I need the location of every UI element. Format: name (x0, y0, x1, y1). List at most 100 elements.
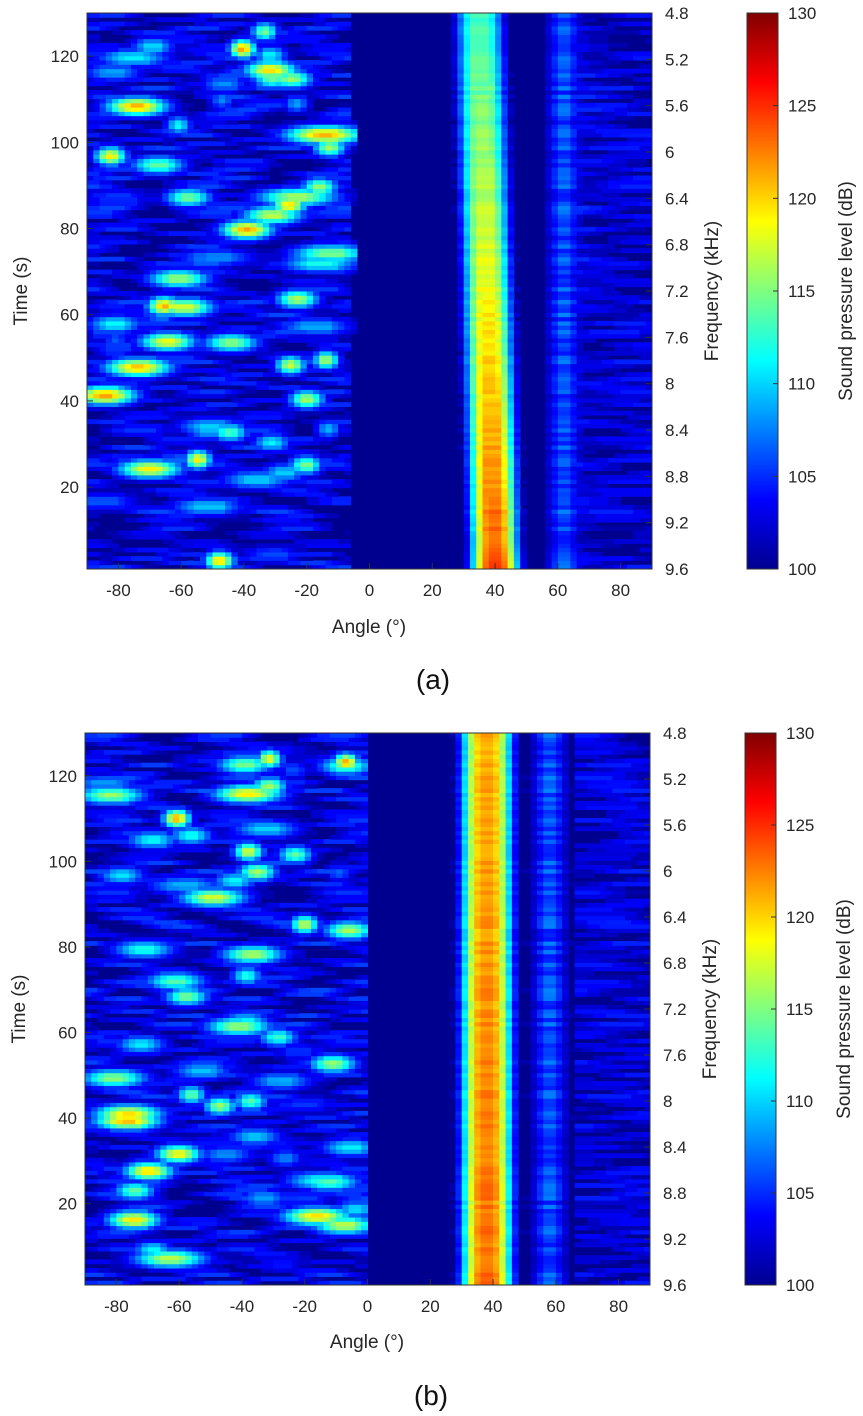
heatmap-cell (631, 1263, 651, 1269)
heatmap-cell (469, 158, 477, 164)
heatmap-cell (262, 128, 270, 134)
heatmap-cell (545, 17, 553, 23)
heatmap-cell (551, 235, 559, 241)
heatmap-cell (287, 171, 295, 177)
heatmap-cell (237, 333, 245, 339)
heatmap-cell (294, 291, 301, 296)
heatmap-cell (319, 449, 333, 455)
heatmap-cell (338, 171, 345, 177)
heatmap-cell (137, 500, 151, 506)
heatmap-cell (557, 346, 571, 352)
heatmap-cell (110, 1229, 136, 1235)
heatmap-cell (300, 124, 308, 129)
heatmap-cell (275, 295, 283, 301)
heatmap-cell (601, 286, 615, 292)
heatmap-cell (499, 1276, 507, 1282)
heatmap-cell (338, 265, 345, 271)
heatmap-cell (243, 145, 251, 151)
heatmap-cell (218, 303, 245, 309)
heatmap-cell (193, 222, 207, 228)
heatmap-cell (545, 338, 553, 343)
heatmap-cell (87, 380, 101, 386)
heatmap-cell (105, 543, 119, 549)
heatmap-cell (156, 261, 195, 266)
heatmap-cell (451, 51, 458, 57)
heatmap-cell (461, 1242, 469, 1248)
heatmap-cell (576, 38, 590, 44)
heatmap-cell (576, 64, 590, 70)
heatmap-cell (570, 184, 578, 189)
heatmap-cell (87, 81, 107, 87)
heatmap-cell (488, 119, 496, 125)
heatmap-cell (193, 38, 207, 44)
heatmap-cell (469, 299, 477, 305)
heatmap-cell (338, 350, 345, 356)
heatmap-cell (557, 196, 571, 202)
heatmap-cell (193, 145, 201, 151)
heatmap-cell (204, 1238, 218, 1244)
heatmap-cell (287, 483, 295, 489)
heatmap-cell (281, 261, 289, 266)
heatmap-cell (545, 470, 553, 476)
heatmap-cell (507, 256, 515, 262)
heatmap-cell (507, 363, 515, 369)
heatmap-cell (156, 282, 163, 288)
heatmap-cell (457, 231, 465, 236)
heatmap-cell (557, 423, 571, 429)
heatmap-cell (551, 94, 559, 100)
heatmap-cell (237, 346, 245, 352)
heatmap-cell (557, 299, 571, 305)
heatmap-cell (482, 299, 496, 305)
heatmap-cell (250, 564, 257, 570)
heatmap-cell (570, 376, 578, 382)
heatmap-cell (639, 333, 653, 339)
heatmap-cell (614, 51, 634, 57)
heatmap-cell (206, 355, 245, 360)
heatmap-cell (300, 406, 314, 412)
heatmap-cell (344, 154, 352, 159)
heatmap-cell (193, 543, 226, 549)
heatmap-cell (501, 85, 509, 91)
heatmap-cell (200, 308, 207, 313)
heatmap-cell (156, 338, 163, 343)
heatmap-cell (110, 1255, 117, 1261)
heatmap-cell (570, 389, 578, 395)
heatmap-cell (124, 462, 132, 467)
heatmap-cell (275, 521, 295, 527)
heatmap-cell (243, 231, 251, 236)
heatmap-cell (495, 13, 502, 18)
heatmap-cell (513, 436, 521, 442)
heatmap-cell (112, 406, 126, 412)
heatmap-cell (551, 98, 559, 104)
heatmap-cell (545, 500, 553, 506)
heatmap-cell (174, 504, 182, 510)
heatmap-cell (574, 1255, 601, 1261)
heatmap-cell (576, 402, 584, 407)
heatmap-cell (576, 171, 596, 177)
heatmap-cell (469, 278, 477, 283)
heatmap-cell (555, 1251, 563, 1256)
heatmap-cell (576, 312, 590, 318)
heatmap-cell (143, 72, 151, 78)
heatmap-cell (181, 372, 195, 378)
heatmap-cell (501, 25, 509, 31)
heatmap-cell (562, 1272, 569, 1278)
heatmap-cell (331, 72, 352, 78)
heatmap-cell (319, 564, 327, 570)
heatmap-cell (595, 124, 615, 129)
heatmap-cell (488, 102, 496, 108)
heatmap-cell (287, 51, 295, 57)
heatmap-cell (501, 286, 509, 292)
heatmap-cell (87, 303, 101, 309)
heatmap-cell (482, 397, 502, 403)
heatmap-cell (124, 111, 132, 117)
heatmap-cell (143, 166, 151, 172)
heatmap-cell (99, 397, 113, 403)
heatmap-cell (243, 209, 251, 215)
heatmap-cell (212, 295, 220, 301)
heatmap-cell (557, 115, 571, 121)
heatmap-cell (574, 1242, 620, 1248)
heatmap-cell (87, 196, 101, 202)
heatmap-cell (551, 162, 559, 168)
heatmap-cell (495, 342, 502, 348)
